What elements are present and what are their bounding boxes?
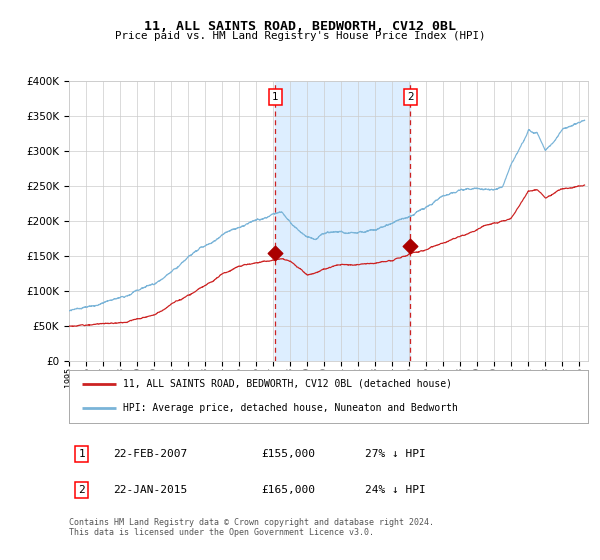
Bar xyxy=(275,81,410,361)
Text: £165,000: £165,000 xyxy=(261,484,315,494)
Text: 24% ↓ HPI: 24% ↓ HPI xyxy=(365,484,425,494)
Text: HPI: Average price, detached house, Nuneaton and Bedworth: HPI: Average price, detached house, Nune… xyxy=(124,403,458,413)
Text: £155,000: £155,000 xyxy=(261,449,315,459)
Text: 22-FEB-2007: 22-FEB-2007 xyxy=(113,449,187,459)
Text: 2: 2 xyxy=(407,92,413,101)
Text: 2: 2 xyxy=(79,484,85,494)
Text: 1: 1 xyxy=(272,92,279,101)
Point xyxy=(406,241,415,250)
Text: 11, ALL SAINTS ROAD, BEDWORTH, CV12 0BL (detached house): 11, ALL SAINTS ROAD, BEDWORTH, CV12 0BL … xyxy=(124,379,452,389)
Point xyxy=(271,248,280,257)
Text: 11, ALL SAINTS ROAD, BEDWORTH, CV12 0BL: 11, ALL SAINTS ROAD, BEDWORTH, CV12 0BL xyxy=(144,20,456,32)
Text: 27% ↓ HPI: 27% ↓ HPI xyxy=(365,449,425,459)
Text: Contains HM Land Registry data © Crown copyright and database right 2024.
This d: Contains HM Land Registry data © Crown c… xyxy=(69,518,434,538)
Text: Price paid vs. HM Land Registry's House Price Index (HPI): Price paid vs. HM Land Registry's House … xyxy=(115,31,485,41)
Text: 22-JAN-2015: 22-JAN-2015 xyxy=(113,484,187,494)
Text: 1: 1 xyxy=(79,449,85,459)
